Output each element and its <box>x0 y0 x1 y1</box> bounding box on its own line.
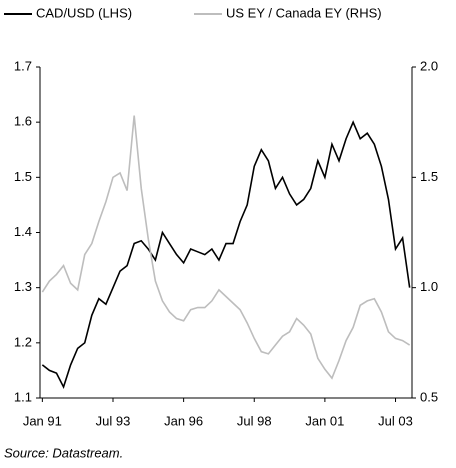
x-tick-label: Jan 01 <box>305 413 344 428</box>
x-tick-label: Jul 93 <box>96 413 131 428</box>
y-tick-label: 1.2 <box>14 334 32 349</box>
y-tick-label: 1.5 <box>14 169 32 184</box>
y2-tick-label: 0.5 <box>420 389 438 404</box>
y2-tick-label: 1.5 <box>420 169 438 184</box>
legend-label: US EY / Canada EY (RHS) <box>226 5 382 20</box>
series-line <box>41 120 411 390</box>
legend-label: CAD/USD (LHS) <box>36 5 132 20</box>
y2-tick-label: 2.0 <box>420 58 438 73</box>
series-line <box>41 115 411 380</box>
source-note: Source: Datastream. <box>4 445 123 460</box>
y-tick-label: 1.4 <box>14 224 32 239</box>
x-tick-label: Jul 03 <box>378 413 413 428</box>
x-tick-label: Jul 98 <box>237 413 272 428</box>
y-tick-label: 1.3 <box>14 279 32 294</box>
x-tick-label: Jan 91 <box>23 413 62 428</box>
y2-tick-label: 1.0 <box>420 279 438 294</box>
y-tick-label: 1.7 <box>14 58 32 73</box>
y-tick-label: 1.6 <box>14 114 32 129</box>
y-tick-label: 1.1 <box>14 389 32 404</box>
x-tick-label: Jan 96 <box>164 413 203 428</box>
